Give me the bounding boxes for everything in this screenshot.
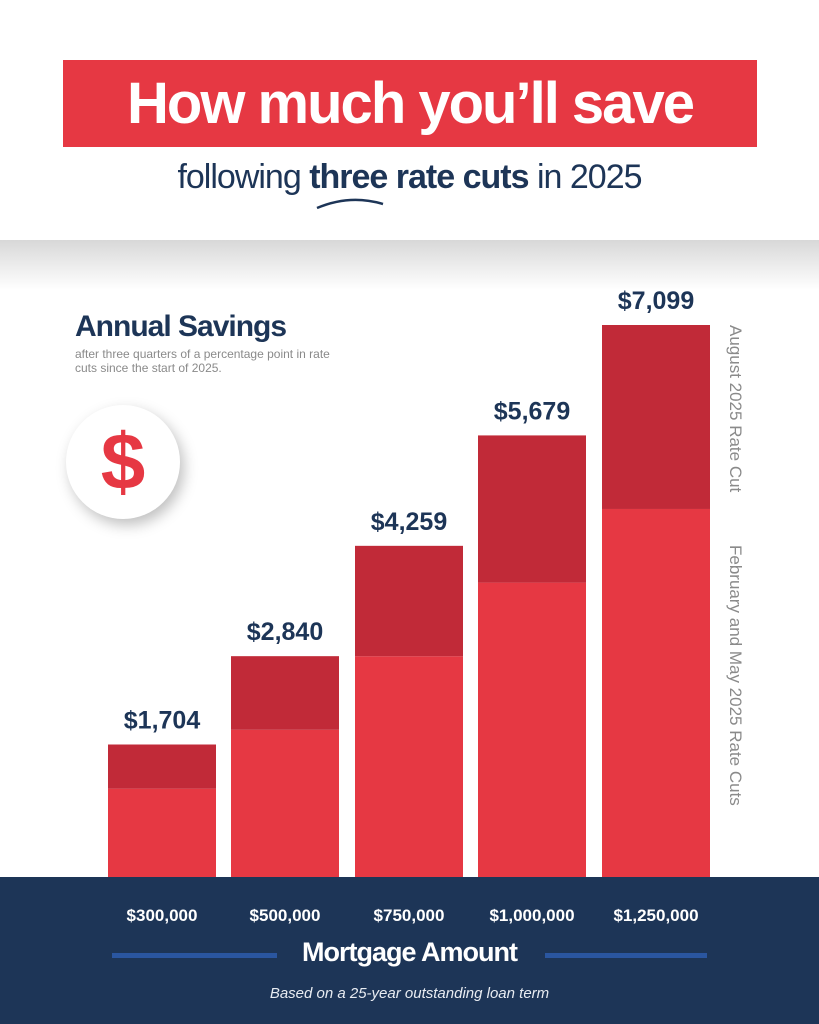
x-tick-label: $750,000 xyxy=(374,906,445,925)
page-title: How much you’ll save xyxy=(63,60,757,147)
annual-savings-subtitle: after three quarters of a percentage poi… xyxy=(75,347,330,375)
bar-total-label: $7,099 xyxy=(618,287,694,315)
annual-savings-title: Annual Savings xyxy=(75,310,287,343)
swoosh-decoration xyxy=(316,198,384,210)
x-tick-label: $1,000,000 xyxy=(489,906,574,925)
bar-total-label: $5,679 xyxy=(494,397,570,425)
subtitle-bold: three rate cuts xyxy=(309,158,529,196)
x-tick-label: $1,250,000 xyxy=(613,906,698,925)
bar-segment-august xyxy=(231,656,339,730)
x-tick-label: $300,000 xyxy=(127,906,198,925)
bar-segment-august xyxy=(602,325,710,509)
header: How much you’ll save following three rat… xyxy=(0,0,819,240)
bar-segment-feb-may xyxy=(478,582,586,877)
bar-total-label: $2,840 xyxy=(247,618,323,646)
bar-segment-feb-may xyxy=(108,788,216,877)
dollar-icon: $ xyxy=(66,405,180,519)
bar-segment-august xyxy=(355,545,463,657)
x-tick-label: $500,000 xyxy=(250,906,321,925)
axis-line-right xyxy=(545,953,707,958)
x-axis-title: Mortgage Amount xyxy=(302,937,518,967)
bar-total-label: $4,259 xyxy=(371,508,447,536)
bar-total-label: $1,704 xyxy=(124,707,201,735)
footer xyxy=(0,877,819,1024)
bar-segment-feb-may xyxy=(602,508,710,877)
bar-segment-feb-may xyxy=(231,729,339,877)
bar-segment-august xyxy=(108,744,216,789)
subtitle-pre: following xyxy=(177,158,310,196)
bar-segment-feb-may xyxy=(355,656,463,877)
bar-segment-august xyxy=(478,435,586,583)
subtitle-post: in 2025 xyxy=(528,158,643,196)
footnote: Based on a 25-year outstanding loan term xyxy=(269,985,550,1002)
page-subtitle: following three rate cuts in 2025 xyxy=(0,158,819,197)
axis-line-left xyxy=(112,953,277,958)
header-shadow xyxy=(0,240,819,290)
